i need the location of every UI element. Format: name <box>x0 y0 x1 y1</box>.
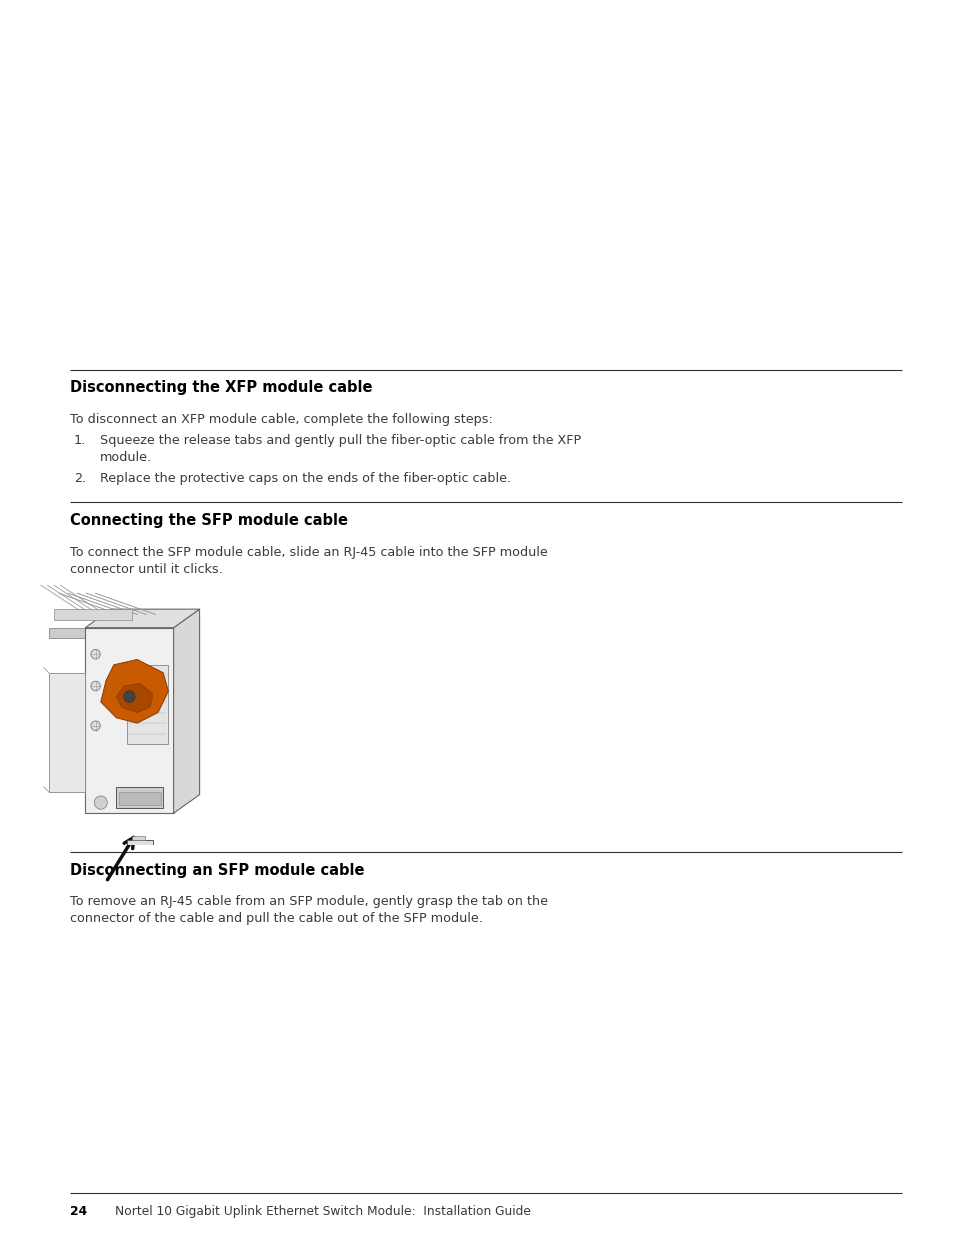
Text: To connect the SFP module cable, slide an RJ-45 cable into the SFP module: To connect the SFP module cable, slide a… <box>70 546 547 559</box>
Bar <box>116 787 163 808</box>
Text: 2.: 2. <box>73 472 86 485</box>
Circle shape <box>94 797 107 809</box>
Polygon shape <box>116 683 152 713</box>
Text: module.: module. <box>99 451 152 464</box>
Bar <box>49 673 85 792</box>
Text: Disconnecting the XFP module cable: Disconnecting the XFP module cable <box>70 380 372 395</box>
Text: To disconnect an XFP module cable, complete the following steps:: To disconnect an XFP module cable, compl… <box>70 412 492 426</box>
Bar <box>85 627 173 813</box>
Bar <box>54 609 132 620</box>
Bar <box>127 664 169 745</box>
Bar <box>127 840 152 861</box>
Text: 24: 24 <box>70 1205 87 1218</box>
Text: connector until it clicks.: connector until it clicks. <box>70 563 222 576</box>
Text: Squeeze the release tabs and gently pull the fiber-optic cable from the XFP: Squeeze the release tabs and gently pull… <box>99 433 580 447</box>
Text: 1.: 1. <box>73 433 86 447</box>
Bar <box>132 836 145 840</box>
Circle shape <box>91 682 100 690</box>
Text: Nortel 10 Gigabit Uplink Ethernet Switch Module:  Installation Guide: Nortel 10 Gigabit Uplink Ethernet Switch… <box>114 1205 530 1218</box>
Polygon shape <box>101 659 169 724</box>
Circle shape <box>91 721 100 731</box>
Polygon shape <box>85 609 199 627</box>
Text: connector of the cable and pull the cable out of the SFP module.: connector of the cable and pull the cabl… <box>70 911 482 925</box>
Circle shape <box>124 690 135 703</box>
Bar <box>119 792 160 805</box>
Text: Connecting the SFP module cable: Connecting the SFP module cable <box>70 513 347 529</box>
Polygon shape <box>49 627 112 638</box>
Text: Disconnecting an SFP module cable: Disconnecting an SFP module cable <box>70 863 364 878</box>
Text: Replace the protective caps on the ends of the fiber-optic cable.: Replace the protective caps on the ends … <box>99 472 510 485</box>
Circle shape <box>91 650 100 659</box>
Text: To remove an RJ-45 cable from an SFP module, gently grasp the tab on the: To remove an RJ-45 cable from an SFP mod… <box>70 895 547 908</box>
Polygon shape <box>173 609 199 813</box>
